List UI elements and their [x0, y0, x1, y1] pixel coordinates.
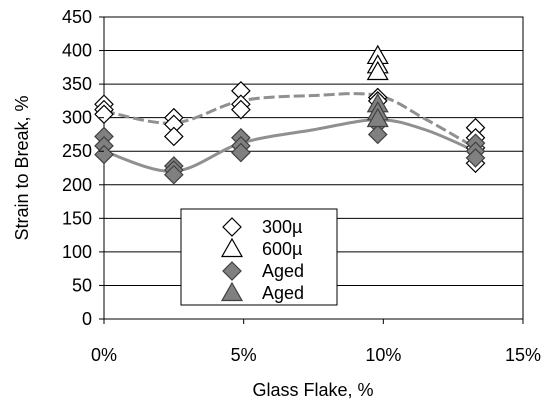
data-point-triangle-open — [366, 60, 389, 81]
legend-label: Aged — [262, 261, 304, 281]
legend-box — [180, 208, 338, 306]
y-tick-label: 450 — [62, 7, 92, 27]
x-axis-ticks: 0% 5% 10% 15% — [91, 319, 541, 365]
x-tick-label: 15% — [505, 345, 541, 365]
legend-symbol-triangle-filled — [220, 281, 244, 302]
y-tick-label: 250 — [62, 141, 92, 161]
y-tick-label: 0 — [82, 309, 92, 329]
data-point-diamond-filled — [231, 142, 251, 163]
legend-label: 300µ — [262, 217, 302, 237]
x-tick-label: 0% — [91, 345, 117, 365]
legend-symbol-diamond-open — [222, 217, 242, 237]
y-tick-label: 100 — [62, 242, 92, 262]
y-tick-label: 150 — [62, 208, 92, 228]
y-tick-label: 350 — [62, 74, 92, 94]
y-tick-label: 300 — [62, 108, 92, 128]
gridlines — [104, 50, 523, 286]
y-tick-label: 50 — [72, 275, 92, 295]
x-tick-label: 10% — [365, 345, 401, 365]
data-points — [94, 44, 486, 185]
x-tick-label: 5% — [231, 345, 257, 365]
x-axis-title: Glass Flake, % — [252, 380, 373, 400]
y-tick-label: 400 — [62, 41, 92, 61]
legend-label: 600µ — [262, 239, 302, 259]
data-point-diamond-open — [163, 126, 184, 147]
data-point-diamond-filled — [367, 124, 388, 145]
y-axis-title: Strain to Break, % — [12, 95, 32, 240]
legend-symbol-triangle-open — [220, 237, 244, 258]
data-point-diamond-filled — [163, 164, 184, 185]
y-axis-ticks: 0 50 100 150 200 250 300 350 400 450 — [62, 7, 104, 329]
data-point-diamond-open — [231, 99, 251, 120]
y-tick-label: 200 — [62, 175, 92, 195]
data-point-triangle-filled — [366, 107, 389, 128]
data-point-diamond-open — [94, 104, 114, 125]
data-point-diamond-filled — [465, 148, 486, 168]
legend-symbol-diamond-filled — [222, 261, 242, 281]
trendline-dashed — [103, 92, 477, 150]
data-point-diamond-filled — [94, 144, 114, 165]
legend-label: Aged — [262, 283, 304, 303]
